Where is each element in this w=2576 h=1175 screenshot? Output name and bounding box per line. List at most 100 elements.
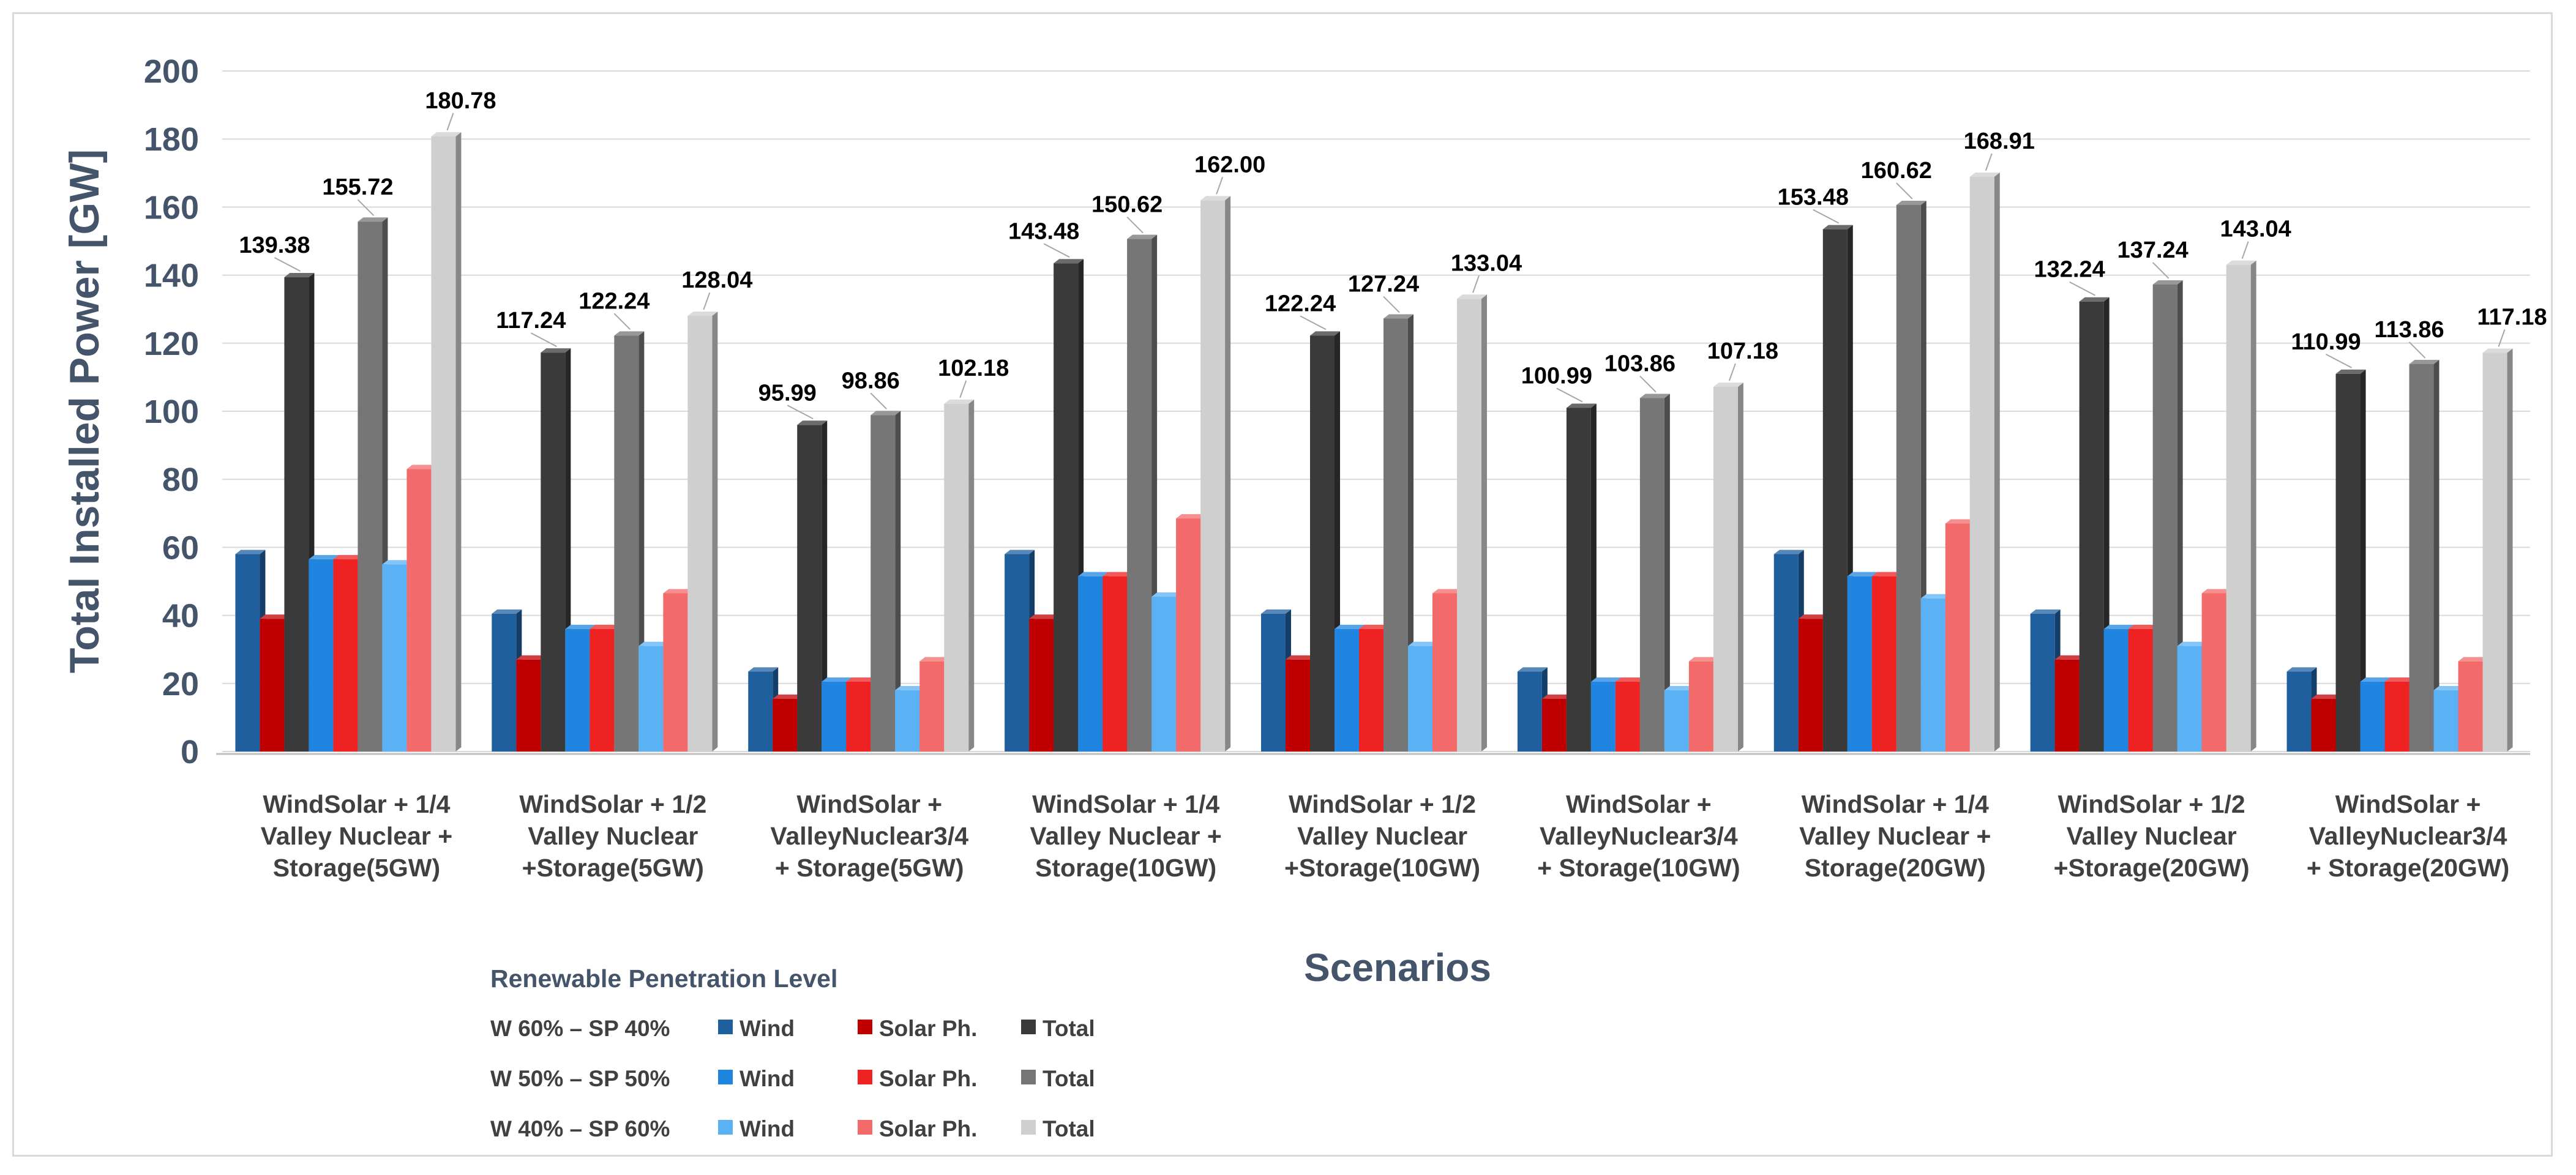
bar-front [2201, 593, 2226, 752]
bar-front [944, 403, 969, 752]
bar-front [638, 646, 664, 752]
bar-top [1517, 667, 1548, 672]
label-leader-line [1728, 363, 1736, 381]
data-label: 95.99 [758, 380, 817, 406]
bar-top [1310, 331, 1340, 336]
bar-front [2360, 682, 2385, 752]
bar-top [333, 554, 364, 559]
y-tick-label: 120 [144, 326, 199, 362]
bar-wind-7-cat-3 [895, 685, 926, 752]
bar-front [1639, 398, 1664, 752]
category-label: WindSolar + [2335, 790, 2481, 818]
bar-top [431, 132, 462, 136]
label-leader-line [2326, 354, 2353, 368]
data-label: 150.62 [1091, 192, 1163, 218]
bar-top [284, 273, 315, 278]
bar-front [2482, 352, 2507, 752]
label-leader-line [357, 199, 375, 216]
bar-front [1200, 200, 1226, 752]
bar-front [1261, 613, 1286, 752]
legend-entry-label: Wind [739, 1066, 795, 1091]
bar-top [1432, 589, 1462, 594]
bar-front [1151, 597, 1177, 752]
bar-front [1615, 682, 1640, 752]
label-leader-line [2498, 329, 2506, 347]
bar-total-3-cat-6 [1566, 403, 1597, 752]
bar-side [2250, 260, 2256, 752]
y-tick-label: 180 [144, 121, 199, 158]
legend-swatch [858, 1120, 872, 1135]
label-leader-line [274, 257, 301, 272]
category-label: ValleyNuclear3/4 [1540, 822, 1738, 850]
bar-total-6-cat-6 [1639, 394, 1670, 752]
bar-front [614, 335, 639, 752]
labels-layer: 139.38 155.72 180.78 117.24 122.24 128.04 95.9… [239, 88, 2547, 420]
bar-side [712, 311, 718, 752]
label-leader-line [1216, 176, 1224, 195]
bar-front [846, 682, 871, 752]
installed-power-chart: 139.38 155.72 180.78 117.24 122.24 128.04 95.9… [61, 53, 2547, 1141]
bar-front [1029, 619, 1054, 752]
y-axis-title: Total Installed Power [GW] [61, 149, 108, 673]
bar-total-6-cat-4 [1127, 234, 1158, 752]
bar-front [431, 136, 456, 752]
bar-wind-4-cat-3 [822, 677, 852, 752]
bar-front [1127, 239, 1152, 752]
category-label: ValleyNuclear3/4 [2309, 822, 2507, 850]
label-leader-line [2408, 341, 2426, 359]
bar-front [1566, 408, 1591, 752]
bar-top [1261, 609, 1291, 614]
label-leader-line [1126, 216, 1144, 234]
bar-top [1078, 572, 1109, 576]
bar-top [2079, 297, 2110, 302]
legend-swatch [718, 1020, 733, 1034]
bar-top [1664, 685, 1694, 690]
bar-front [797, 425, 822, 752]
bar-top [1590, 677, 1621, 682]
bar-top [2152, 280, 2183, 285]
bar-total-9-cat-9 [2482, 348, 2513, 752]
category-label: WindSolar + [796, 790, 942, 818]
bar-top [1566, 403, 1597, 408]
bar-top [2103, 624, 2134, 629]
bar-front [260, 619, 285, 752]
y-tick-label: 140 [144, 258, 199, 294]
bar-top [1103, 572, 1133, 576]
legend-entry-label: Total [1043, 1066, 1095, 1091]
category-label: +Storage(20GW) [2054, 854, 2250, 882]
label-leader-line [1300, 315, 1327, 330]
bar-top [309, 554, 339, 559]
bar-front [2458, 661, 2483, 752]
bar-top [565, 624, 596, 629]
bar-front [590, 629, 615, 752]
bar-top [235, 550, 266, 554]
bar-front [2030, 613, 2055, 752]
category-label: Storage(10GW) [1035, 854, 1216, 882]
legend-swatch [1021, 1120, 1036, 1135]
bar-top [1847, 572, 1878, 576]
bar-front [1286, 659, 1310, 752]
data-label: 100.99 [1521, 363, 1592, 389]
bar-total-9-cat-4 [1200, 196, 1231, 752]
bar-front [2079, 301, 2104, 752]
legend-entry-label: Total [1043, 1116, 1095, 1141]
bar-top [260, 614, 290, 619]
bar-front [2177, 646, 2202, 752]
bar-wind-7-cat-9 [2433, 685, 2464, 752]
legend-entry-label: Wind [739, 1016, 795, 1041]
category-label: + Storage(5GW) [775, 854, 964, 882]
label-leader-line [1556, 387, 1583, 403]
bar-top [406, 464, 437, 469]
label-leader-line [703, 292, 711, 310]
axis-layer: 0 20 40 60 80 100 120 140 160 180 200 Total Install… [61, 53, 2509, 990]
data-label: 127.24 [1348, 272, 1419, 297]
label-leader-line [530, 332, 557, 348]
label-leader-line [446, 113, 454, 131]
bar-side [822, 420, 828, 752]
category-label: WindSolar + 1/2 [519, 790, 706, 818]
category-label: +Storage(5GW) [522, 854, 704, 882]
bar-top [1541, 694, 1572, 699]
data-label: 98.86 [842, 368, 900, 394]
legend-swatch [1021, 1020, 1036, 1034]
legend-entry-label: Solar Ph. [879, 1016, 977, 1041]
